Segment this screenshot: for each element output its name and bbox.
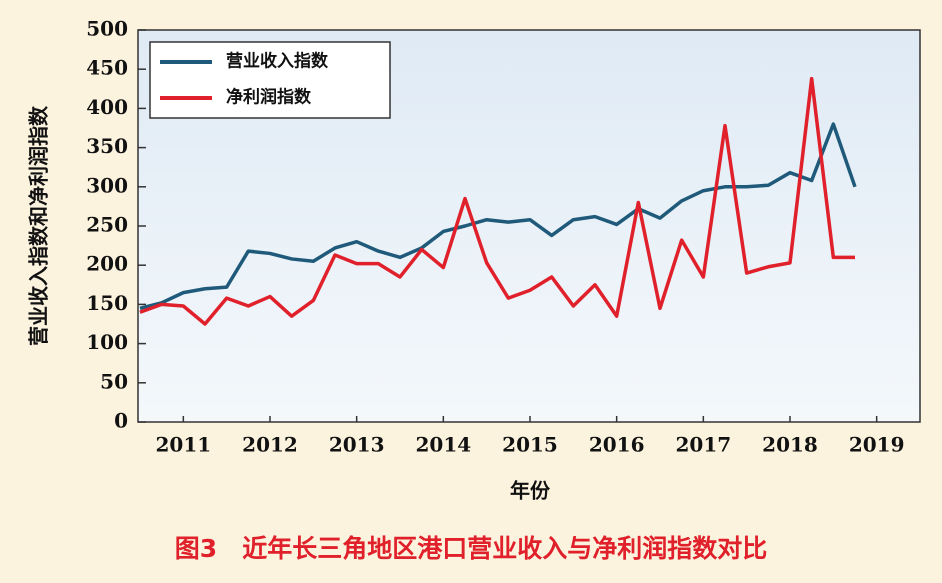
x-tick-label: 2017 bbox=[675, 433, 731, 457]
y-tick-label: 450 bbox=[86, 56, 128, 80]
y-tick-label: 500 bbox=[86, 17, 128, 41]
series-line bbox=[139, 76, 855, 326]
legend-box bbox=[149, 41, 391, 119]
legend-label: 净利润指数 bbox=[226, 87, 312, 108]
x-tick-label: 2018 bbox=[762, 433, 818, 457]
x-tick-label: 2011 bbox=[155, 433, 211, 457]
y-tick-label: 150 bbox=[86, 291, 128, 315]
x-tick-label: 2012 bbox=[242, 433, 298, 457]
y-tick-label: 0 bbox=[114, 409, 128, 433]
x-axis-label: 年份 bbox=[510, 479, 551, 503]
x-tick-label: 2014 bbox=[415, 433, 471, 457]
y-tick-label: 350 bbox=[86, 134, 128, 158]
y-tick-label: 400 bbox=[86, 95, 128, 119]
legend-label: 营业收入指数 bbox=[226, 51, 329, 72]
x-tick-label: 2015 bbox=[502, 433, 558, 457]
series-line bbox=[139, 122, 857, 311]
y-tick-label: 100 bbox=[86, 330, 128, 354]
y-tick-label: 200 bbox=[86, 252, 128, 276]
x-tick-label: 2019 bbox=[849, 433, 905, 457]
y-tick-label: 50 bbox=[100, 369, 128, 393]
x-tick-label: 2013 bbox=[329, 433, 385, 457]
x-tick-label: 2016 bbox=[589, 433, 645, 457]
y-tick-label: 300 bbox=[86, 173, 128, 197]
chart-title: 图3 近年长三角地区港口营业收入与净利润指数对比 bbox=[175, 534, 767, 563]
y-axis-label: 营业收入指数和净利润指数 bbox=[27, 105, 51, 346]
y-tick-label: 250 bbox=[86, 213, 128, 237]
